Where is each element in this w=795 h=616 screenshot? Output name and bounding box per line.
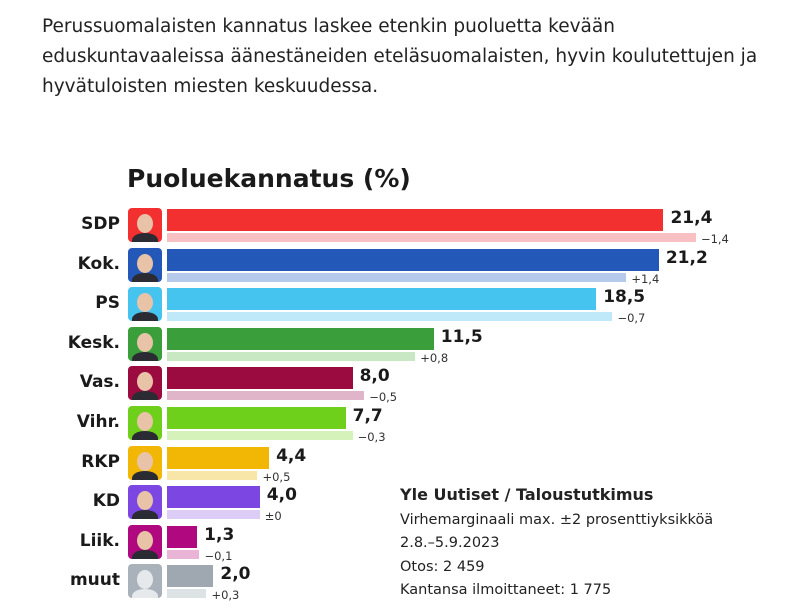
value-bar	[167, 248, 659, 271]
party-label: Vas.	[79, 372, 120, 393]
value-label: 4,0	[266, 485, 297, 506]
change-label: ±0	[264, 509, 282, 524]
bar-row: Kok. 21,2 +1,4	[0, 247, 795, 288]
party-label: Kesk.	[67, 332, 120, 353]
previous-value-bar	[167, 312, 613, 322]
change-label: −0,5	[369, 390, 398, 405]
intro-text: Perussuomalaisten kannatus laskee etenki…	[42, 16, 758, 97]
value-bar	[167, 407, 346, 429]
previous-value-bar	[167, 272, 627, 282]
party-leader-photo	[128, 524, 162, 559]
source-heading: Yle Uutiset / Taloustutkimus	[400, 485, 654, 504]
bar-row: muut 2,0 +0,3	[0, 564, 795, 604]
bar-row: Vas. 8,0 −0,5	[0, 366, 795, 406]
value-bar	[167, 367, 353, 390]
previous-value-bar	[167, 589, 207, 599]
change-label: +1,4	[631, 271, 660, 286]
party-leader-photo	[128, 366, 162, 401]
party-label: RKP	[81, 451, 120, 472]
value-label: 2,0	[220, 564, 251, 585]
respondents-count: Kantansa ilmoittaneet: 1 775	[400, 582, 612, 598]
party-leader-photo	[128, 485, 162, 520]
previous-value-bar	[167, 510, 260, 520]
previous-value-bar	[167, 391, 365, 401]
previous-value-bar	[167, 233, 696, 242]
change-label: −0,7	[617, 311, 646, 326]
change-label: +0,8	[420, 350, 449, 365]
value-label: 11,5	[440, 326, 483, 347]
change-label: −0,1	[204, 548, 233, 563]
bar-row: Kesk. 11,5 +0,8	[0, 326, 795, 367]
value-label: 4,4	[276, 445, 307, 466]
survey-dates: 2.8.–5.9.2023	[400, 535, 500, 551]
party-label: muut	[69, 570, 120, 591]
party-label: Kok.	[77, 253, 120, 274]
party-leader-photo	[128, 287, 162, 322]
value-label: 7,7	[352, 406, 383, 426]
previous-value-bar	[167, 431, 353, 440]
chart-title: Puoluekannatus (%)	[127, 164, 411, 193]
value-bar	[167, 486, 260, 509]
value-bar	[167, 209, 664, 231]
value-label: 1,3	[204, 524, 235, 545]
change-label: −0,3	[357, 430, 386, 444]
value-label: 21,4	[670, 208, 713, 228]
value-bar	[167, 327, 434, 350]
party-leader-photo	[128, 208, 162, 242]
previous-value-bar	[167, 351, 416, 361]
margin-of-error: Virhemarginaali max. ±2 prosenttiyksikkö…	[400, 511, 714, 528]
bar-row: RKP 4,4 +0,5	[0, 445, 795, 486]
person-placeholder-icon	[128, 564, 162, 599]
value-label: 18,5	[603, 287, 646, 308]
source-info: Yle Uutiset / Taloustutkimus Virhemargin…	[400, 483, 713, 603]
sample-size: Otos: 2 459	[400, 558, 485, 575]
party-leader-photo	[128, 247, 162, 282]
value-bar	[167, 565, 214, 588]
value-bar	[167, 446, 270, 469]
party-leader-photo	[128, 406, 162, 440]
bar-row: SDP 21,4 −1,4	[0, 208, 795, 248]
party-label: SDP	[81, 214, 120, 234]
change-label: −1,4	[700, 232, 729, 246]
value-bar	[167, 525, 198, 548]
bar-row: Liik. 1,3 −0,1	[0, 524, 795, 565]
change-label: +0,3	[211, 588, 240, 603]
bar-row: PS 18,5 −0,7	[0, 287, 795, 327]
bar-row: KD 4,0 ±0	[0, 485, 795, 525]
value-label: 21,2	[665, 247, 708, 268]
value-label: 8,0	[359, 366, 390, 387]
bar-row: Vihr. 7,7 −0,3	[0, 406, 795, 446]
change-label: +0,5	[262, 469, 291, 484]
party-leader-photo	[128, 445, 162, 480]
party-label: Vihr.	[76, 412, 120, 432]
previous-value-bar	[167, 470, 258, 480]
value-bar	[167, 288, 597, 311]
party-leader-photo	[128, 326, 162, 361]
party-label: KD	[92, 491, 120, 512]
party-label: Liik.	[79, 530, 120, 551]
party-label: PS	[95, 293, 120, 314]
previous-value-bar	[167, 549, 200, 559]
